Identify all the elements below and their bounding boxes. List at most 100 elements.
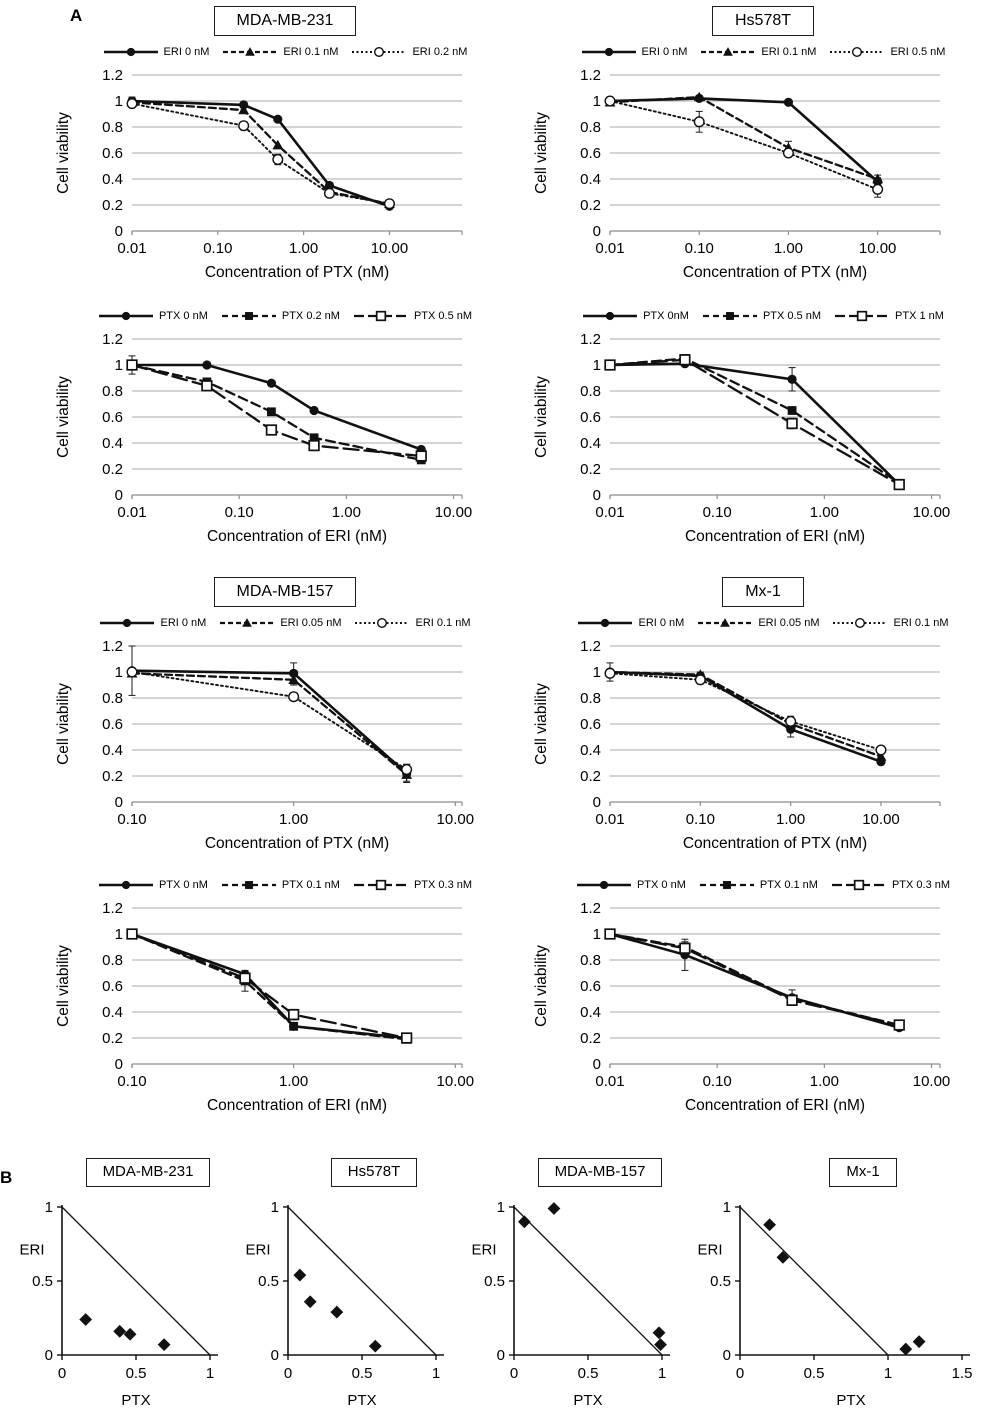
svg-text:0.8: 0.8 [102, 952, 123, 969]
svg-text:Concentration of ERI (nM): Concentration of ERI (nM) [207, 528, 387, 545]
svg-text:1.2: 1.2 [102, 67, 123, 84]
legend-entry: ERI 0 nM [581, 45, 687, 59]
legend-label: ERI 0.1 nM [893, 617, 949, 629]
svg-text:1.00: 1.00 [279, 811, 308, 828]
legend-label: PTX 1 nM [895, 310, 944, 322]
svg-text:0.6: 0.6 [102, 978, 123, 995]
longdash_opensquare-legend-swatch [831, 879, 886, 891]
dash_square-legend-swatch [699, 881, 754, 889]
panel-a-charts-grid: MDA-MB-231 ERI 0 nM ERI 0.1 nM ERI 0.2 nM … [48, 4, 990, 1128]
dash_triangle-legend-swatch [698, 618, 753, 627]
solid_circle-legend-swatch [578, 618, 633, 628]
legend-label: ERI 0 nM [163, 46, 210, 58]
solid_circle-legend-swatch [583, 311, 638, 321]
legend-entry: ERI 0.1 nM [222, 45, 338, 59]
chart-legend: ERI 0 nM ERI 0.05 nM ERI 0.1 nM [578, 614, 949, 632]
legend-label: PTX 0 nM [636, 879, 686, 891]
svg-text:0.8: 0.8 [580, 952, 601, 969]
svg-text:Cell viability: Cell viability [55, 945, 72, 1027]
cell-line-title: Hs578T [711, 6, 815, 36]
chart-mx-1-vs-ptx: Mx-1 ERI 0 nM ERI 0.05 nM ERI 0.1 nM 0 0.2 0… [526, 577, 966, 866]
legend-entry: ERI 0.2 nM [351, 45, 467, 59]
cell-line-title: MDA-MB-231 [213, 6, 357, 36]
svg-text:0.2: 0.2 [102, 1030, 123, 1047]
svg-text:10.00: 10.00 [862, 811, 900, 828]
svg-text:PTX: PTX [836, 1392, 865, 1409]
svg-text:0.5: 0.5 [484, 1273, 505, 1290]
legend-entry: ERI 0.5 nM [829, 45, 945, 59]
legend-label: ERI 0.05 nM [758, 617, 820, 629]
svg-text:0: 0 [58, 1365, 66, 1382]
legend-label: PTX 0.5 nM [413, 310, 473, 322]
legend-entry: ERI 0 nM [577, 616, 684, 630]
longdash_opensquare-legend-swatch [353, 879, 408, 891]
svg-text:0: 0 [593, 487, 601, 504]
legend-label: PTX 0 nM [158, 879, 208, 891]
svg-text:Concentration of ERI (nM): Concentration of ERI (nM) [685, 528, 865, 545]
legend-entry: PTX 0.2 nM [221, 309, 340, 323]
svg-text:Cell viability: Cell viability [55, 376, 72, 458]
dot_opencircle-legend-swatch [355, 617, 410, 629]
legend-entry: ERI 0.1 nM [354, 616, 471, 630]
svg-text:1.00: 1.00 [774, 240, 803, 257]
svg-text:0: 0 [723, 1347, 731, 1364]
svg-text:1: 1 [497, 1199, 505, 1216]
legend-label: ERI 0.05 nM [280, 617, 342, 629]
svg-text:1: 1 [884, 1365, 892, 1382]
chart-legend: ERI 0 nM ERI 0.1 nM ERI 0.5 nM [581, 43, 945, 61]
legend-entry: ERI 0.05 nM [219, 616, 341, 630]
svg-text:0: 0 [593, 223, 601, 240]
legend-label: PTX 0 nM [158, 310, 208, 322]
svg-text:0.2: 0.2 [580, 197, 601, 214]
svg-text:ERI: ERI [471, 1241, 496, 1258]
chart-hs578t-vs-ptx: Hs578T ERI 0 nM ERI 0.1 nM ERI 0.5 nM 0 0.2… [526, 6, 966, 295]
svg-text:0.01: 0.01 [117, 240, 146, 257]
svg-text:0.4: 0.4 [580, 1004, 601, 1021]
svg-text:0.5: 0.5 [126, 1365, 147, 1382]
svg-text:0: 0 [593, 1056, 601, 1073]
solid_circle-legend-swatch [98, 880, 153, 890]
legend-label: ERI 0.2 nM [412, 46, 468, 58]
svg-text:0.5: 0.5 [32, 1273, 53, 1290]
svg-text:1.5: 1.5 [952, 1365, 973, 1382]
panel-b: B MDA-MB-231 0 0.5 1 0 0.5 1 ERI PTX Hs578T 0 0.… [0, 1144, 1000, 1413]
svg-text:0: 0 [45, 1347, 53, 1364]
svg-text:0.6: 0.6 [102, 716, 123, 733]
legend-label: ERI 0.1 nM [283, 46, 339, 58]
legend-entry: PTX 0.5 nM [702, 309, 821, 323]
svg-text:1.2: 1.2 [102, 900, 123, 917]
svg-text:1.2: 1.2 [580, 67, 601, 84]
dash_triangle-legend-swatch [223, 47, 278, 56]
svg-text:0.10: 0.10 [703, 1073, 732, 1090]
svg-text:0.10: 0.10 [117, 811, 146, 828]
svg-text:0.2: 0.2 [580, 768, 601, 785]
chart-legend: PTX 0nM PTX 0.5 nM PTX 1 nM [583, 307, 944, 325]
svg-text:0.01: 0.01 [117, 504, 146, 521]
svg-text:0.5: 0.5 [352, 1365, 373, 1382]
legend-entry: PTX 1 nM [834, 309, 944, 323]
legend-entry: ERI 0 nM [103, 45, 210, 59]
cell-line-title: Mx-1 [722, 577, 804, 607]
svg-text:0: 0 [271, 1347, 279, 1364]
svg-text:PTX: PTX [347, 1392, 376, 1409]
legend-entry: ERI 0.05 nM [697, 616, 819, 630]
svg-text:1: 1 [593, 664, 601, 681]
svg-text:10.00: 10.00 [913, 504, 951, 521]
legend-label: PTX 0.2 nM [281, 310, 340, 322]
svg-text:10.00: 10.00 [371, 240, 409, 257]
svg-text:1: 1 [115, 93, 123, 110]
svg-text:Concentration of ERI (nM): Concentration of ERI (nM) [207, 1097, 387, 1114]
solid_circle-legend-swatch [103, 47, 158, 57]
chart-mda-mb-157-vs-eri: PTX 0 nM PTX 0.1 nM PTX 0.3 nM 0 0.2 0.4 0.6 0… [48, 874, 488, 1128]
solid_circle-legend-swatch [100, 618, 155, 628]
svg-text:Concentration of PTX (nM): Concentration of PTX (nM) [683, 835, 867, 852]
svg-text:10.00: 10.00 [435, 504, 473, 521]
svg-text:0.4: 0.4 [580, 742, 601, 759]
svg-text:0.8: 0.8 [102, 119, 123, 136]
svg-text:10.00: 10.00 [913, 1073, 951, 1090]
svg-text:0.10: 0.10 [686, 811, 715, 828]
longdash_opensquare-legend-swatch [835, 310, 890, 322]
legend-label: ERI 0 nM [160, 617, 207, 629]
scatter-plot: 0 0.5 1 0 0.5 1 1.5 ERI PTX [697, 1199, 973, 1409]
isobologram-mda-mb-157: MDA-MB-157 0 0.5 1 0 0.5 1 ERI PTX [466, 1158, 690, 1413]
